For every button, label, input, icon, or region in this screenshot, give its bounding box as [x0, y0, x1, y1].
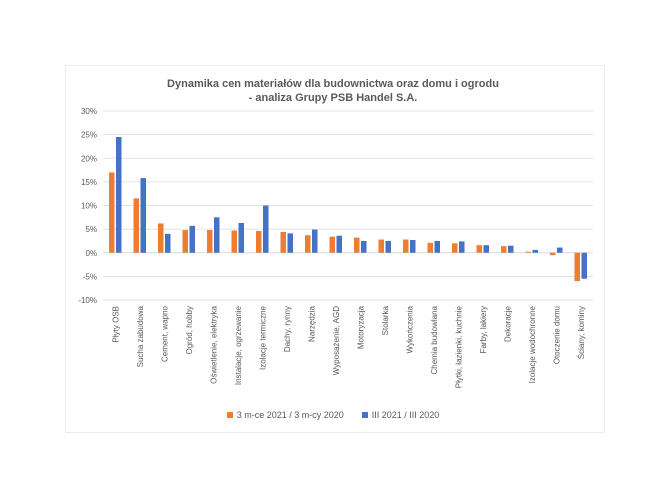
bar-series-1 — [158, 223, 164, 253]
chart-title: Dynamika cen materiałów dla budownictwa … — [167, 78, 499, 90]
x-tick-label: Dachy, rynny — [283, 306, 292, 352]
bar-series-2 — [336, 235, 342, 253]
bar-series-2 — [459, 241, 465, 253]
legend-label-series-2: III 2021 / III 2020 — [371, 410, 440, 420]
bar-series-2 — [165, 233, 171, 253]
x-tick-label: Wyposażenie, AGD — [332, 306, 341, 376]
x-tick-label: Płyty OSB — [111, 306, 120, 342]
bar-series-2 — [434, 240, 440, 253]
bar-series-2 — [116, 136, 122, 253]
bar-series-1 — [550, 252, 556, 256]
legend-swatch-series-1 — [226, 412, 233, 418]
bar-series-1 — [574, 252, 580, 282]
bar-series-2 — [214, 217, 220, 253]
y-tick-label: 5% — [85, 225, 97, 234]
bar-series-2 — [312, 229, 318, 253]
bar-series-1 — [133, 198, 139, 253]
bar-series-1 — [354, 237, 360, 253]
bar-series-1 — [182, 230, 188, 253]
bar-series-1 — [207, 230, 213, 253]
bar-series-2 — [287, 233, 293, 253]
y-tick-label: 0% — [85, 249, 97, 258]
y-tick-label: -5% — [83, 272, 97, 281]
bar-series-1 — [427, 242, 433, 253]
bar-series-1 — [452, 243, 458, 253]
bar-series-2 — [410, 239, 416, 253]
x-tick-label: Stolarka — [381, 305, 390, 335]
bar-series-1 — [109, 172, 115, 253]
chart-subtitle: - analiza Grupy PSB Handel S.A. — [248, 92, 418, 104]
x-tick-label: Narzędzia — [307, 305, 316, 342]
bar-series-1 — [231, 230, 237, 253]
x-tick-label: Ogród, hobby — [185, 306, 194, 354]
x-tick-label: Ściany, kominy — [577, 306, 586, 359]
x-tick-label: Izolacje termiczne — [258, 305, 267, 370]
bar-series-1 — [305, 235, 311, 253]
x-tick-label: Sucha zabudowa — [136, 305, 145, 367]
bar-series-1 — [378, 239, 384, 253]
bar-series-2 — [189, 225, 195, 253]
x-tick-label: Cement, wapno — [160, 305, 169, 362]
x-tick-label: Otoczenie domu — [552, 306, 561, 364]
bar-series-2 — [483, 245, 489, 253]
bar-series-2 — [238, 222, 244, 253]
bar-series-2 — [581, 252, 587, 279]
y-tick-label: -10% — [78, 296, 97, 305]
x-tick-label: Izolacje wodochronne — [528, 305, 537, 383]
x-tick-label: Oświetlenie, elektryka — [209, 305, 218, 383]
x-tick-label: Dekoracje — [503, 305, 512, 342]
bar-series-2 — [263, 205, 269, 253]
x-tick-label: Motoryzacja — [356, 305, 365, 349]
chart-title-block: Dynamika cen materiałów dla budownictwa … — [0, 77, 666, 105]
x-tick-label: Płytki, łazienki, kuchnie — [454, 305, 463, 388]
y-tick-label: 15% — [81, 178, 97, 187]
bar-series-1 — [329, 236, 335, 253]
bar-series-1 — [403, 239, 409, 253]
x-tick-label: Farby, lakiery — [479, 306, 488, 353]
y-tick-label: 25% — [81, 131, 97, 140]
bar-series-2 — [532, 249, 538, 253]
bar-series-1 — [525, 251, 531, 253]
bar-series-1 — [476, 245, 482, 253]
x-tick-label: Chemia budowlana — [430, 305, 439, 374]
chart-legend: 3 m-ce 2021 / 3 m-cy 2020 III 2021 / III… — [0, 410, 666, 420]
x-tick-label: Instalacje, ogrzewanie — [234, 305, 243, 385]
legend-swatch-series-2 — [361, 412, 368, 418]
legend-item-series-2: III 2021 / III 2020 — [361, 410, 440, 420]
legend-label-series-1: 3 m-ce 2021 / 3 m-cy 2020 — [236, 410, 344, 420]
bar-series-1 — [256, 231, 262, 253]
bar-series-1 — [280, 231, 286, 253]
bar-series-2 — [557, 247, 563, 253]
bar-series-2 — [140, 178, 146, 253]
legend-item-series-1: 3 m-ce 2021 / 3 m-cy 2020 — [226, 410, 344, 420]
bar-series-2 — [385, 240, 391, 253]
y-tick-label: 20% — [81, 154, 97, 163]
bar-series-2 — [508, 245, 514, 253]
bar-series-1 — [501, 246, 507, 253]
y-tick-label: 30% — [81, 107, 97, 116]
bar-series-2 — [361, 240, 367, 253]
y-tick-label: 10% — [81, 202, 97, 211]
x-tick-label: Wykończenia — [405, 305, 414, 353]
